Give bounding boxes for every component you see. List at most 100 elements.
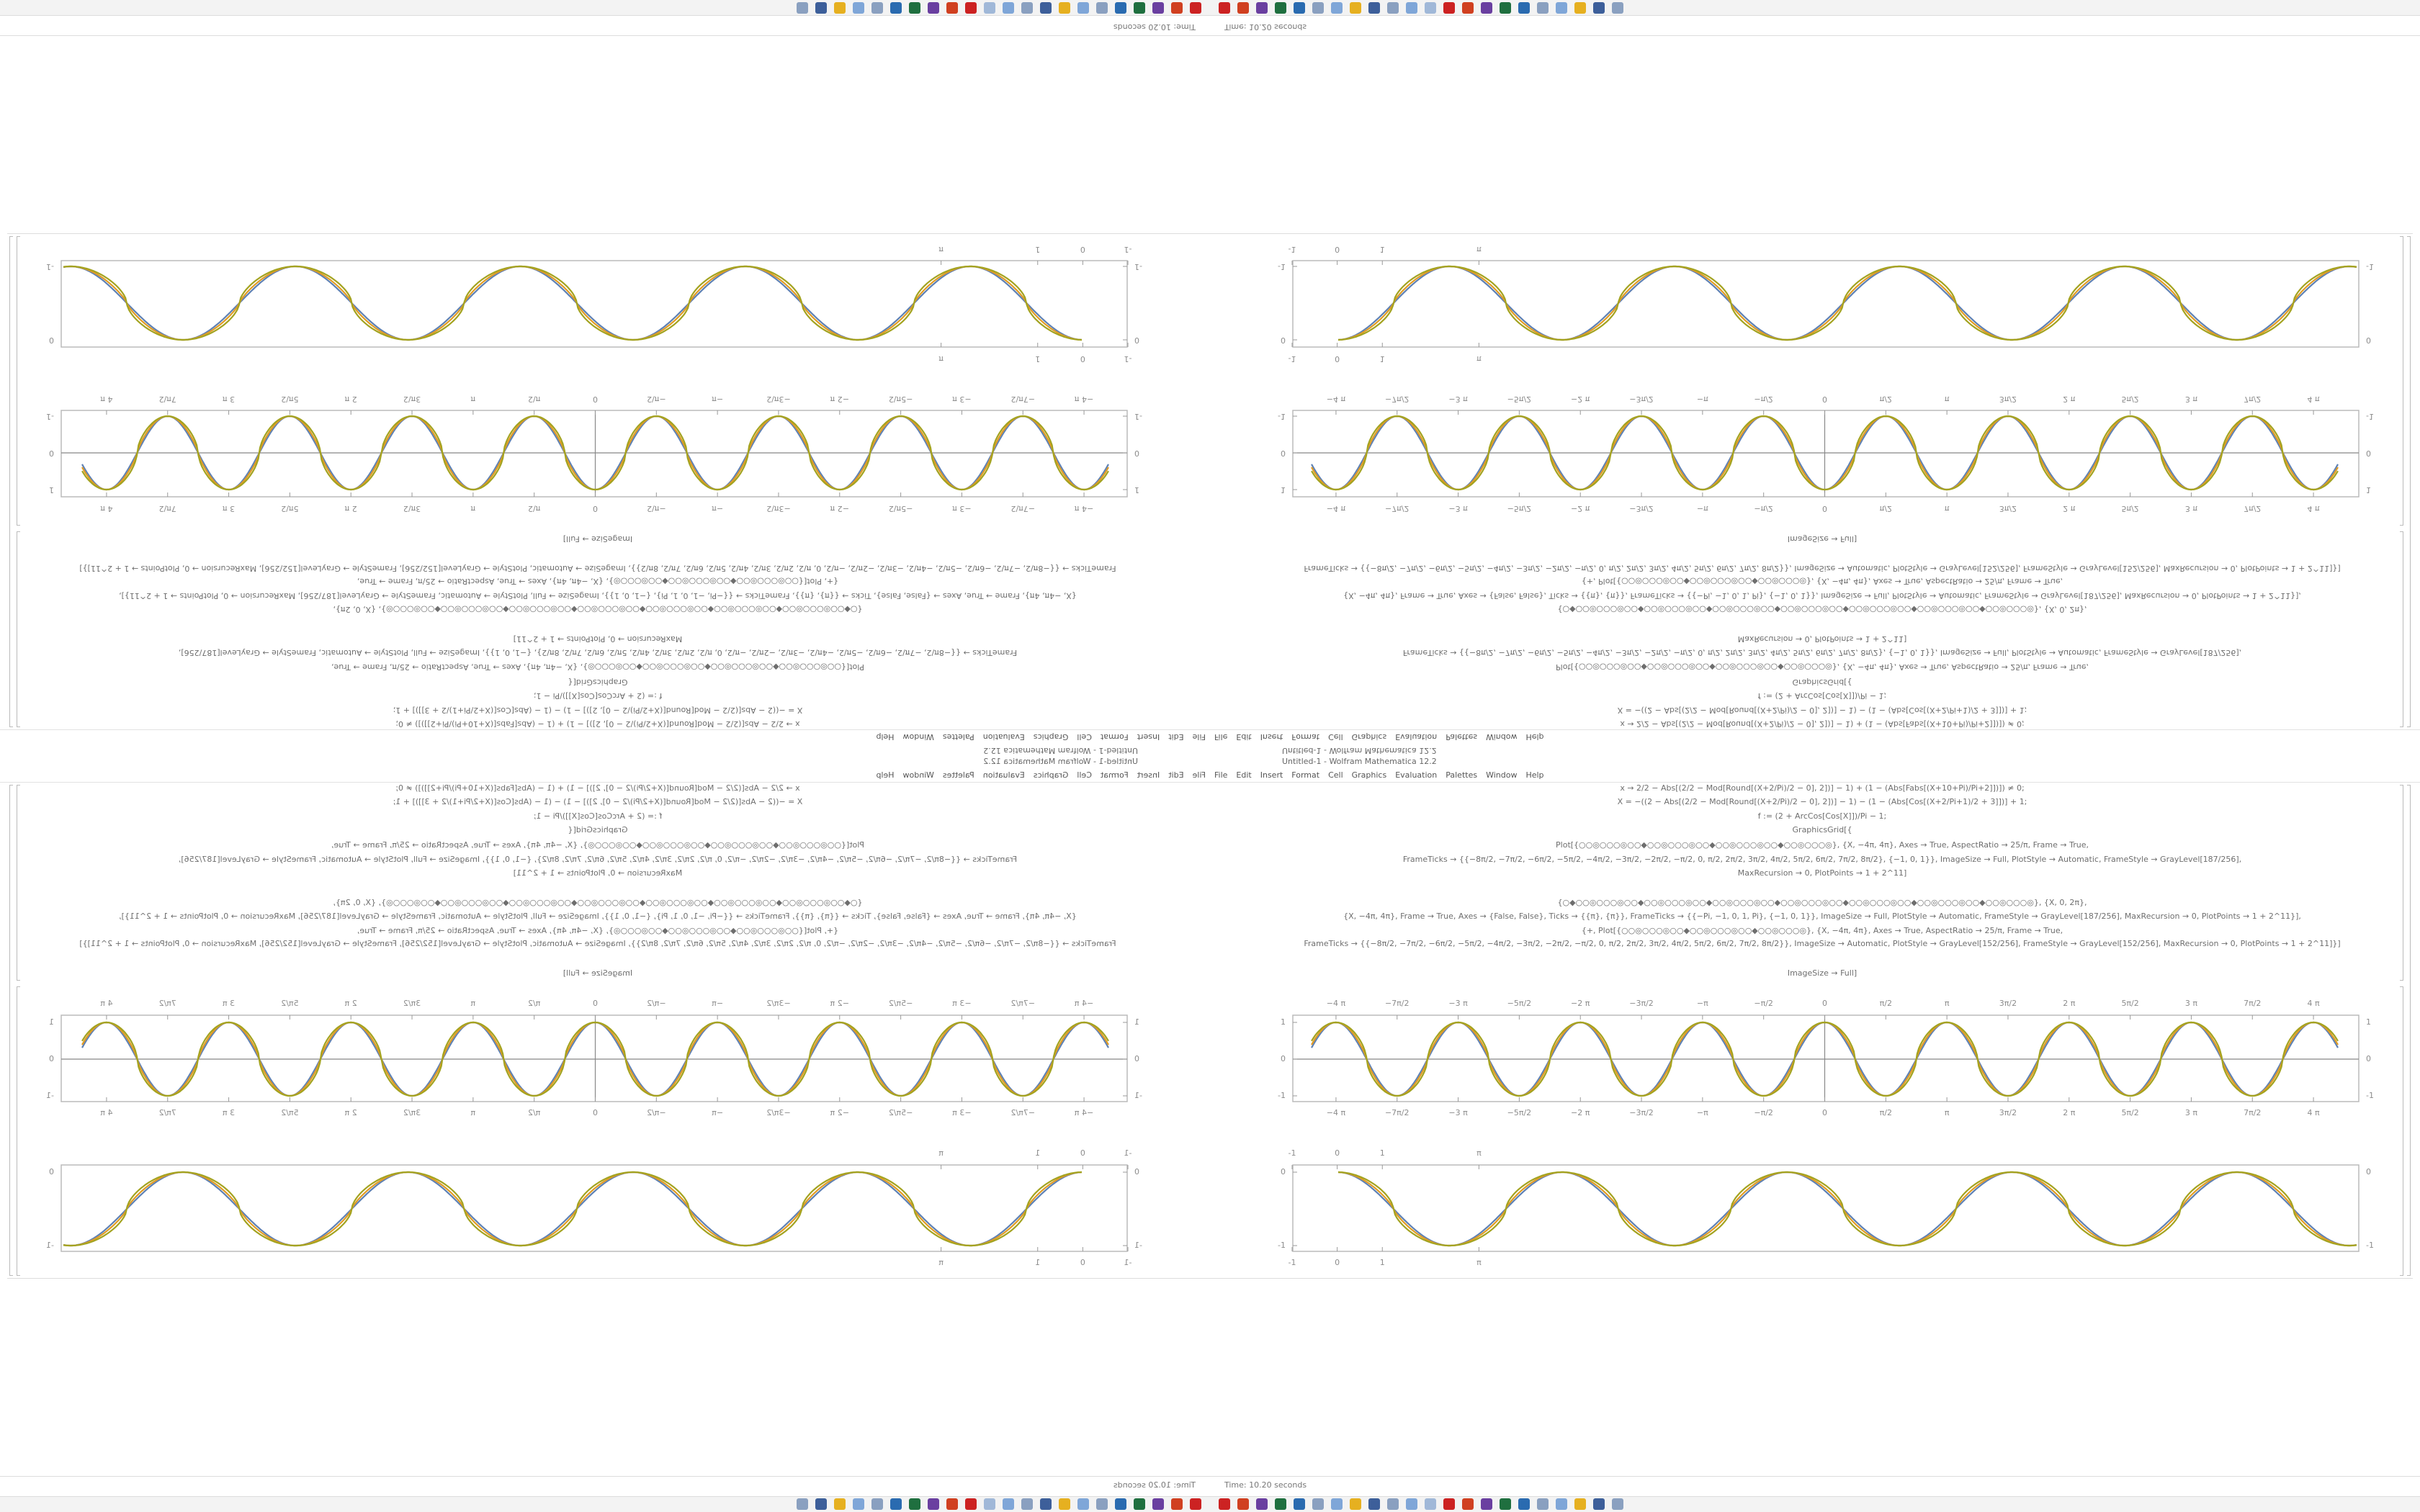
taskbar-icon[interactable] xyxy=(1040,2,1052,14)
taskbar-icon[interactable] xyxy=(1500,1498,1511,1510)
taskbar-icon[interactable] xyxy=(1481,2,1492,14)
taskbar-icon[interactable] xyxy=(1612,1498,1623,1510)
taskbar-icon[interactable] xyxy=(965,2,977,14)
taskbar-icon[interactable] xyxy=(1518,2,1530,14)
taskbar-icon[interactable] xyxy=(1556,2,1567,14)
menu-item[interactable]: Window xyxy=(1486,770,1518,780)
taskbar-icon[interactable] xyxy=(1462,2,1474,14)
taskbar-icon[interactable] xyxy=(1537,2,1549,14)
taskbar-icon[interactable] xyxy=(1275,1498,1286,1510)
taskbar-icon[interactable] xyxy=(1593,2,1605,14)
taskbar-icon[interactable] xyxy=(909,1498,920,1510)
taskbar-icon[interactable] xyxy=(984,2,995,14)
taskbar-icon[interactable] xyxy=(871,1498,883,1510)
taskbar-icon[interactable] xyxy=(1219,1498,1230,1510)
taskbar-icon[interactable] xyxy=(1256,2,1268,14)
taskbar-icon[interactable] xyxy=(928,1498,939,1510)
taskbar-icon[interactable] xyxy=(853,2,864,14)
taskbar-icon[interactable] xyxy=(1406,2,1417,14)
taskbar-icon[interactable] xyxy=(1003,2,1014,14)
taskbar-icon[interactable] xyxy=(1021,2,1033,14)
taskbar-icon[interactable] xyxy=(1368,2,1380,14)
taskbar-icon[interactable] xyxy=(1219,2,1230,14)
taskbar-icon[interactable] xyxy=(1612,2,1623,14)
taskbar-icon[interactable] xyxy=(1237,1498,1249,1510)
taskbar-icon[interactable] xyxy=(1190,1498,1201,1510)
taskbar-icon[interactable] xyxy=(1115,1498,1126,1510)
menu-item[interactable]: Graphics xyxy=(1351,770,1387,780)
taskbar-icon[interactable] xyxy=(815,2,827,14)
taskbar-icon[interactable] xyxy=(1556,1498,1567,1510)
taskbar-icon[interactable] xyxy=(1275,2,1286,14)
taskbar-icon[interactable] xyxy=(1003,1498,1014,1510)
taskbar-icon[interactable] xyxy=(1406,1498,1417,1510)
taskbar-icon[interactable] xyxy=(1115,2,1126,14)
menu-item[interactable]: Palettes xyxy=(1446,770,1478,780)
menu-item[interactable]: Cell xyxy=(1328,770,1343,780)
menu-item[interactable]: Format xyxy=(1291,770,1320,780)
taskbar-icon[interactable] xyxy=(1425,1498,1436,1510)
taskbar-icon[interactable] xyxy=(1331,2,1343,14)
taskbar-icon[interactable] xyxy=(834,1498,846,1510)
taskbar-icon[interactable] xyxy=(1021,1498,1033,1510)
taskbar-icon[interactable] xyxy=(1537,1498,1549,1510)
menu-item[interactable]: File xyxy=(1214,770,1228,780)
taskbar-icon[interactable] xyxy=(871,2,883,14)
taskbar-icon[interactable] xyxy=(1350,1498,1361,1510)
taskbar-icon[interactable] xyxy=(1152,2,1164,14)
taskbar-icon[interactable] xyxy=(1077,1498,1089,1510)
taskbar-icon[interactable] xyxy=(1294,2,1305,14)
taskbar-icon[interactable] xyxy=(1312,2,1324,14)
taskbar-icon[interactable] xyxy=(1331,1498,1343,1510)
taskbar-icon[interactable] xyxy=(797,2,808,14)
taskbar-icon[interactable] xyxy=(890,1498,902,1510)
taskbar-icon[interactable] xyxy=(1593,1498,1605,1510)
taskbar-icon[interactable] xyxy=(1368,1498,1380,1510)
taskbar-icon[interactable] xyxy=(928,2,939,14)
taskbar-icon[interactable] xyxy=(853,1498,864,1510)
taskbar-icon[interactable] xyxy=(1294,1498,1305,1510)
taskbar-icon[interactable] xyxy=(1481,1498,1492,1510)
taskbar-icon[interactable] xyxy=(1500,2,1511,14)
taskbar-icon[interactable] xyxy=(1134,1498,1145,1510)
taskbar-icon[interactable] xyxy=(1425,2,1436,14)
taskbar-icon[interactable] xyxy=(1059,1498,1070,1510)
taskbar-icon[interactable] xyxy=(1443,2,1455,14)
taskbar-icon[interactable] xyxy=(815,1498,827,1510)
taskbar-icon[interactable] xyxy=(1190,2,1201,14)
menu-item[interactable]: Evaluation xyxy=(1395,770,1438,780)
taskbar-icon[interactable] xyxy=(1312,1498,1324,1510)
taskbar-icon[interactable] xyxy=(1574,2,1586,14)
menu-item[interactable]: Help xyxy=(1525,770,1544,780)
taskbar-icon[interactable] xyxy=(1152,1498,1164,1510)
taskbar-icon[interactable] xyxy=(946,1498,958,1510)
taskbar-icon[interactable] xyxy=(1171,1498,1183,1510)
taskbar-icon[interactable] xyxy=(1134,2,1145,14)
taskbar-icon[interactable] xyxy=(1350,2,1361,14)
taskbar-icon[interactable] xyxy=(1237,2,1249,14)
taskbar-icon[interactable] xyxy=(1059,2,1070,14)
menu-item[interactable]: Edit xyxy=(1236,770,1252,780)
taskbar-icon[interactable] xyxy=(1256,1498,1268,1510)
taskbar-icon[interactable] xyxy=(1443,1498,1455,1510)
taskbar-icon[interactable] xyxy=(1462,1498,1474,1510)
taskbar-icon[interactable] xyxy=(1040,1498,1052,1510)
taskbar-icon[interactable] xyxy=(1387,2,1399,14)
x-tick-label: −2 π xyxy=(830,999,849,1008)
taskbar-icon[interactable] xyxy=(965,1498,977,1510)
taskbar-icon[interactable] xyxy=(1077,2,1089,14)
taskbar-icon[interactable] xyxy=(890,2,902,14)
taskbar-icon[interactable] xyxy=(1518,1498,1530,1510)
taskbar-icon[interactable] xyxy=(1096,2,1108,14)
taskbar-icon[interactable] xyxy=(797,1498,808,1510)
taskbar-icon[interactable] xyxy=(1096,1498,1108,1510)
taskbar-icon[interactable] xyxy=(1574,1498,1586,1510)
taskbar-icon[interactable] xyxy=(1171,2,1183,14)
taskbar-icon[interactable] xyxy=(984,1498,995,1510)
y-tick-label: -1 xyxy=(1134,1091,1142,1100)
menu-item[interactable]: Insert xyxy=(1260,770,1283,780)
taskbar-icon[interactable] xyxy=(946,2,958,14)
taskbar-icon[interactable] xyxy=(834,2,846,14)
taskbar-icon[interactable] xyxy=(909,2,920,14)
taskbar-icon[interactable] xyxy=(1387,1498,1399,1510)
